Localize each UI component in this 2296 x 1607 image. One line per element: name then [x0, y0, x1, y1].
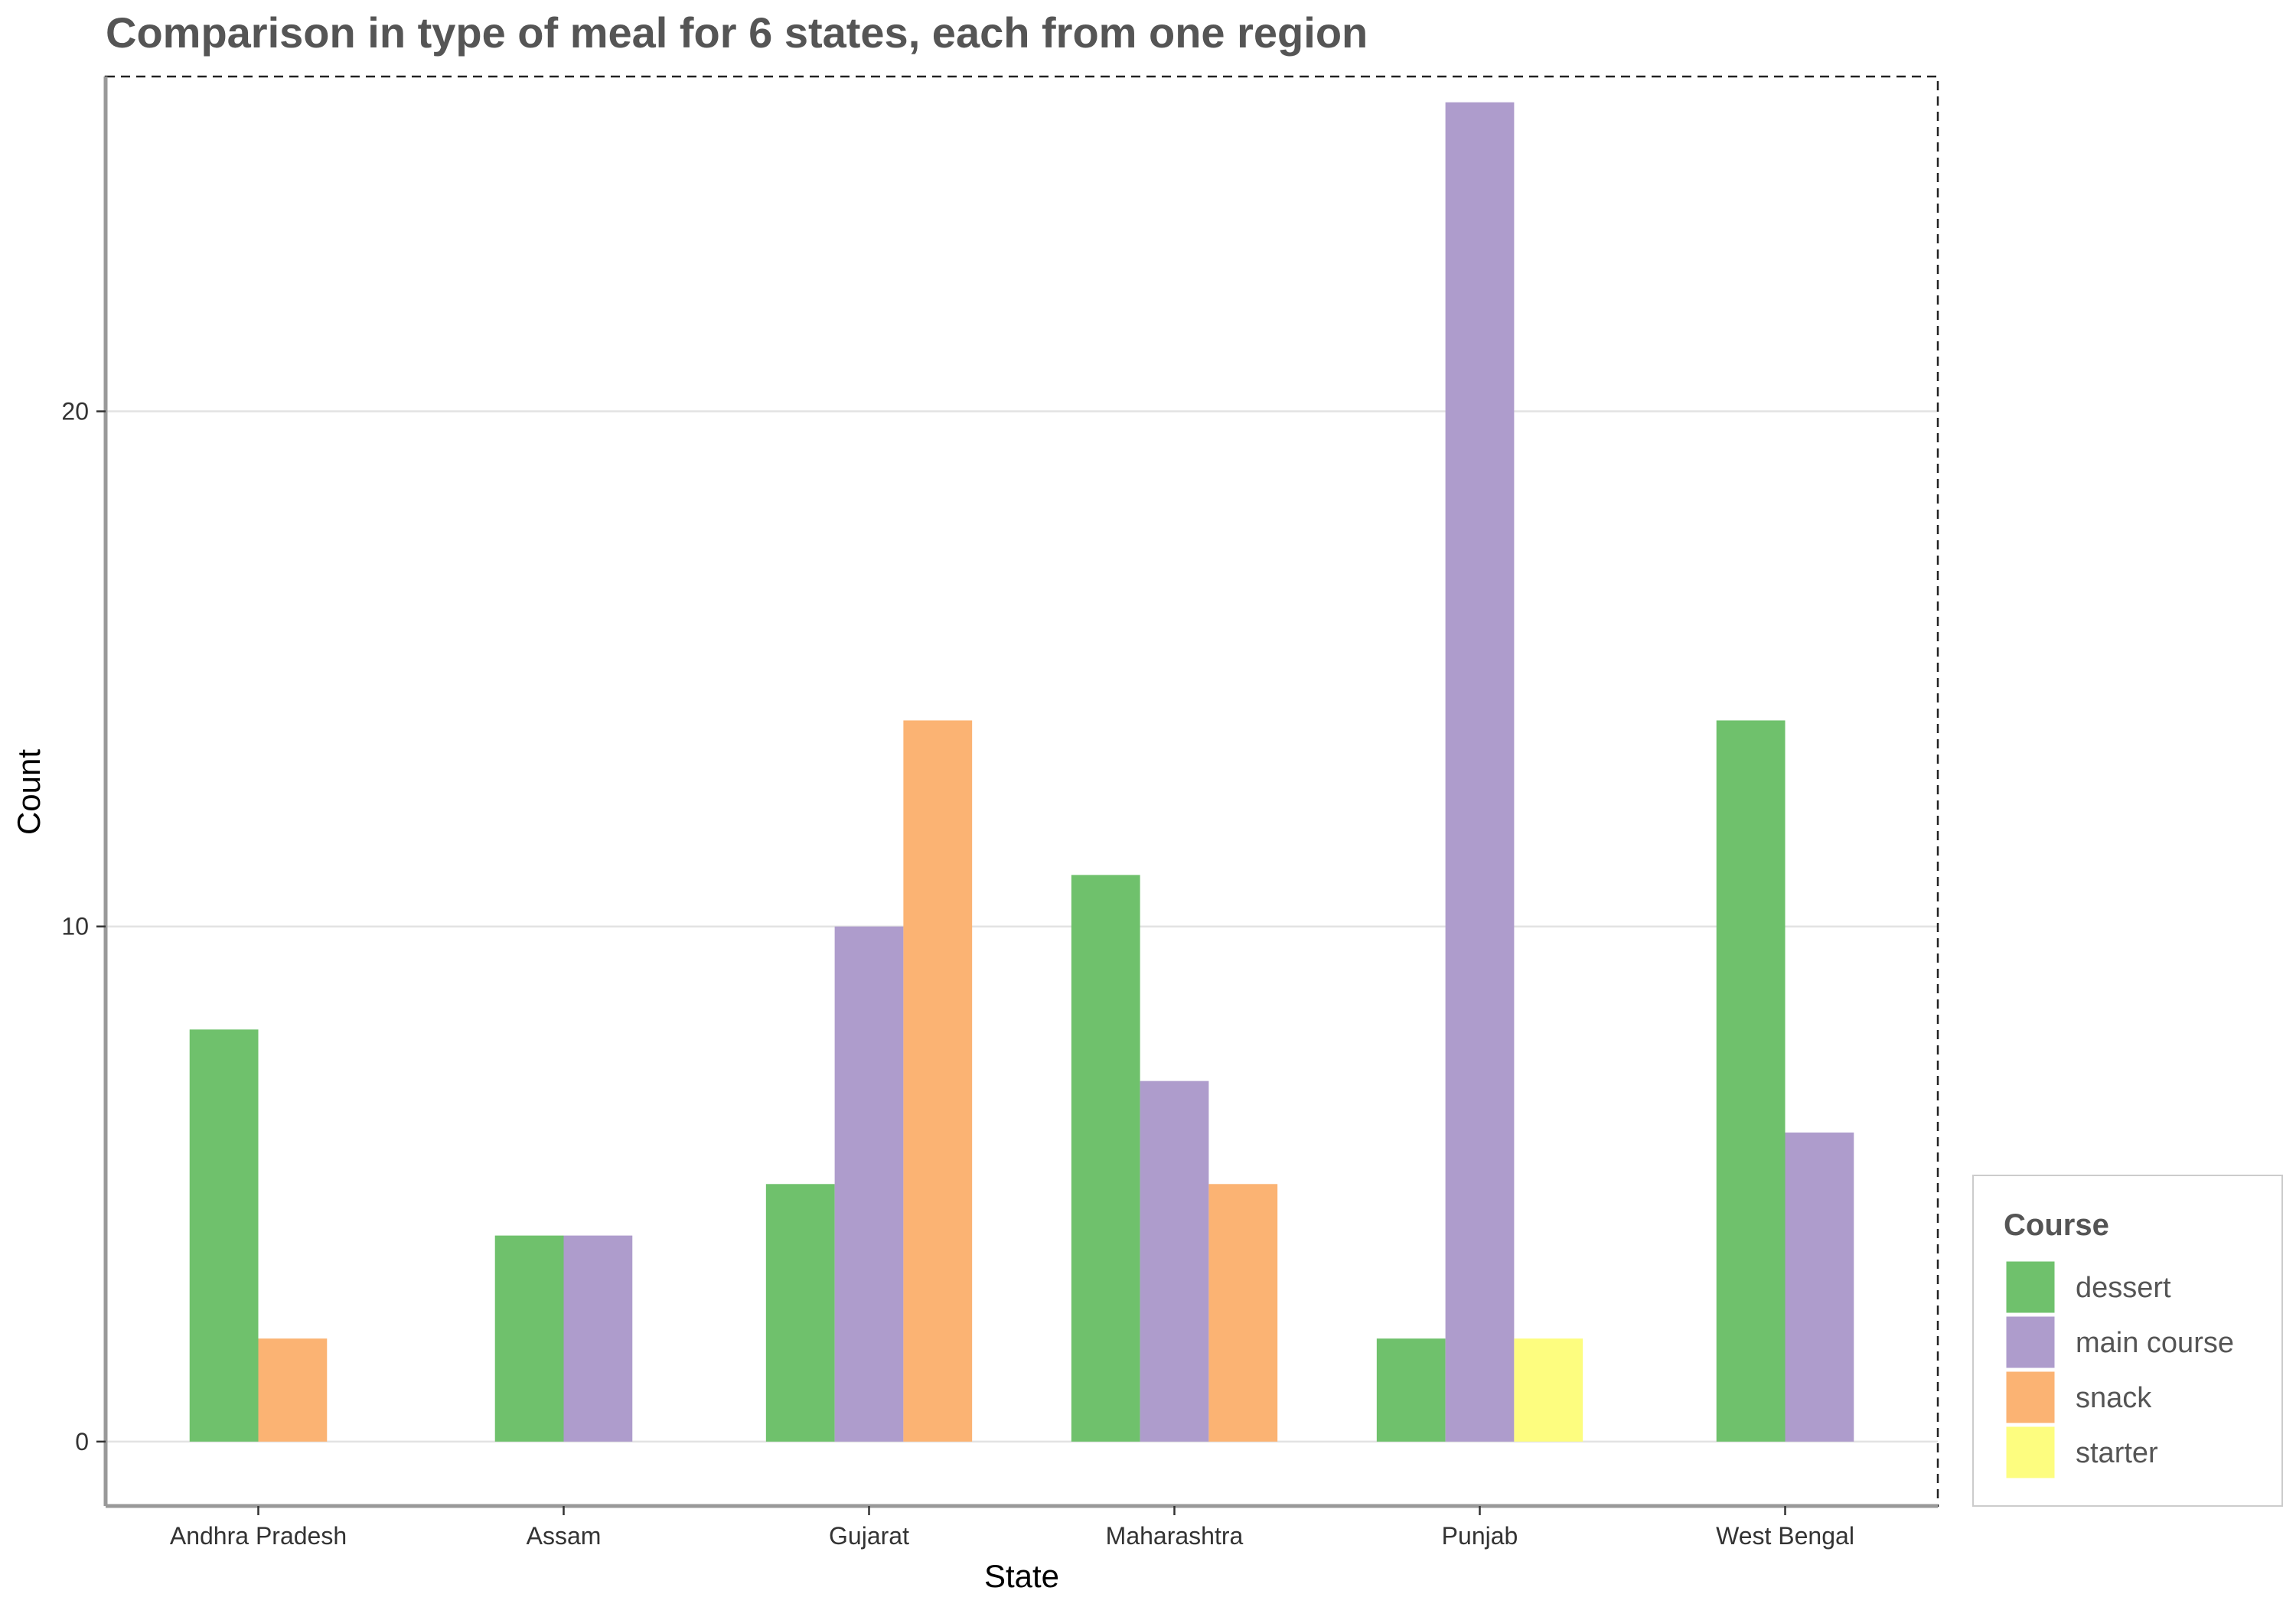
y-axis-ticks: 0 10 20 — [61, 398, 106, 1455]
legend-swatch-starter — [2004, 1424, 2057, 1481]
bar-dessert-west-bengal — [1716, 720, 1786, 1442]
x-axis-title: State — [984, 1558, 1059, 1594]
bar-snack-gujarat — [903, 720, 973, 1442]
x-tick-label: Gujarat — [829, 1522, 909, 1550]
bar-main-course-assam — [563, 1235, 633, 1442]
x-axis-ticks: Andhra Pradesh Assam Gujarat Maharashtra Pun… — [170, 1506, 1854, 1550]
legend-label-main-course: main course — [2076, 1327, 2234, 1359]
legend-label-dessert: dessert — [2076, 1272, 2171, 1304]
x-tick-label: West Bengal — [1716, 1522, 1854, 1550]
legend-swatch-snack — [2004, 1369, 2057, 1426]
y-tick-label: 0 — [75, 1428, 89, 1455]
x-tick-label: Andhra Pradesh — [170, 1522, 347, 1550]
gridlines — [106, 410, 1938, 1443]
bars — [189, 102, 1854, 1442]
legend-label-starter: starter — [2076, 1437, 2158, 1469]
bar-main-course-west-bengal — [1785, 1132, 1854, 1442]
chart-title: Comparison in type of meal for 6 states,… — [106, 8, 1368, 57]
bar-main-course-punjab — [1445, 102, 1515, 1442]
y-tick-label: 10 — [61, 913, 89, 940]
legend-swatch-dessert — [2004, 1259, 2057, 1315]
bar-dessert-gujarat — [765, 1184, 835, 1442]
y-tick-label: 20 — [61, 398, 89, 425]
bar-dessert-andhra-pradesh — [189, 1029, 259, 1442]
bar-dessert-assam — [494, 1235, 564, 1442]
plot-panel-border — [104, 75, 1939, 1508]
x-tick-label: Maharashtra — [1106, 1522, 1244, 1550]
x-tick-label: Assam — [527, 1522, 602, 1550]
y-axis-title: Count — [11, 749, 47, 835]
x-tick-label: Punjab — [1442, 1522, 1518, 1550]
bar-dessert-punjab — [1376, 1338, 1446, 1442]
bar-dessert-maharashtra — [1071, 875, 1140, 1442]
bar-starter-punjab — [1514, 1338, 1583, 1442]
bar-snack-andhra-pradesh — [258, 1338, 328, 1442]
legend: Course dessert main course snack starter — [1972, 1175, 2283, 1507]
legend-swatch-main-course — [2004, 1314, 2057, 1371]
legend-title: Course — [2004, 1208, 2109, 1242]
bar-main-course-maharashtra — [1140, 1081, 1209, 1442]
legend-label-snack: snack — [2076, 1382, 2152, 1414]
bar-main-course-gujarat — [834, 926, 904, 1442]
legend-items: dessert main course snack starter — [2004, 1259, 2234, 1481]
bar-snack-maharashtra — [1208, 1184, 1278, 1442]
